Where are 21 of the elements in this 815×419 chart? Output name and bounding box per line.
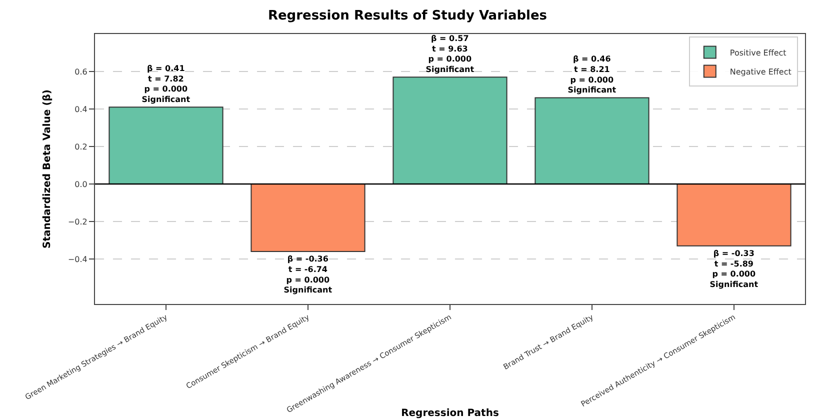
data-label: β = -0.33 t = -5.89 p = 0.000 Significant xyxy=(710,248,758,290)
y-tick-label: 0.0 xyxy=(74,180,88,189)
chart-title: Regression Results of Study Variables xyxy=(268,8,548,24)
data-label: β = 0.57 t = 9.63 p = 0.000 Significant xyxy=(426,34,474,74)
x-axis-title: Regression Paths xyxy=(401,408,499,419)
bar xyxy=(392,76,508,184)
data-label: β = -0.36 t = -6.74 p = 0.000 Significant xyxy=(284,254,332,295)
y-tick-label: 0.2 xyxy=(74,142,88,152)
legend-label: Positive Effect xyxy=(730,48,786,58)
legend-label: Negative Effect xyxy=(730,67,792,76)
data-label: β = 0.46 t = 8.21 p = 0.000 Significant xyxy=(568,54,616,95)
bar xyxy=(676,184,792,246)
y-tick-label: 0.4 xyxy=(74,104,88,114)
y-tick-label: −0.2 xyxy=(68,217,88,226)
bar xyxy=(108,106,224,184)
y-tick-label: 0.6 xyxy=(74,67,88,76)
bar xyxy=(250,184,366,252)
y-axis-title: Standardized Beta Value (β) xyxy=(42,90,53,248)
data-label: β = 0.41 t = 7.82 p = 0.000 Significant xyxy=(142,64,190,104)
y-tick-label: −0.4 xyxy=(68,254,88,264)
bar xyxy=(534,97,650,184)
